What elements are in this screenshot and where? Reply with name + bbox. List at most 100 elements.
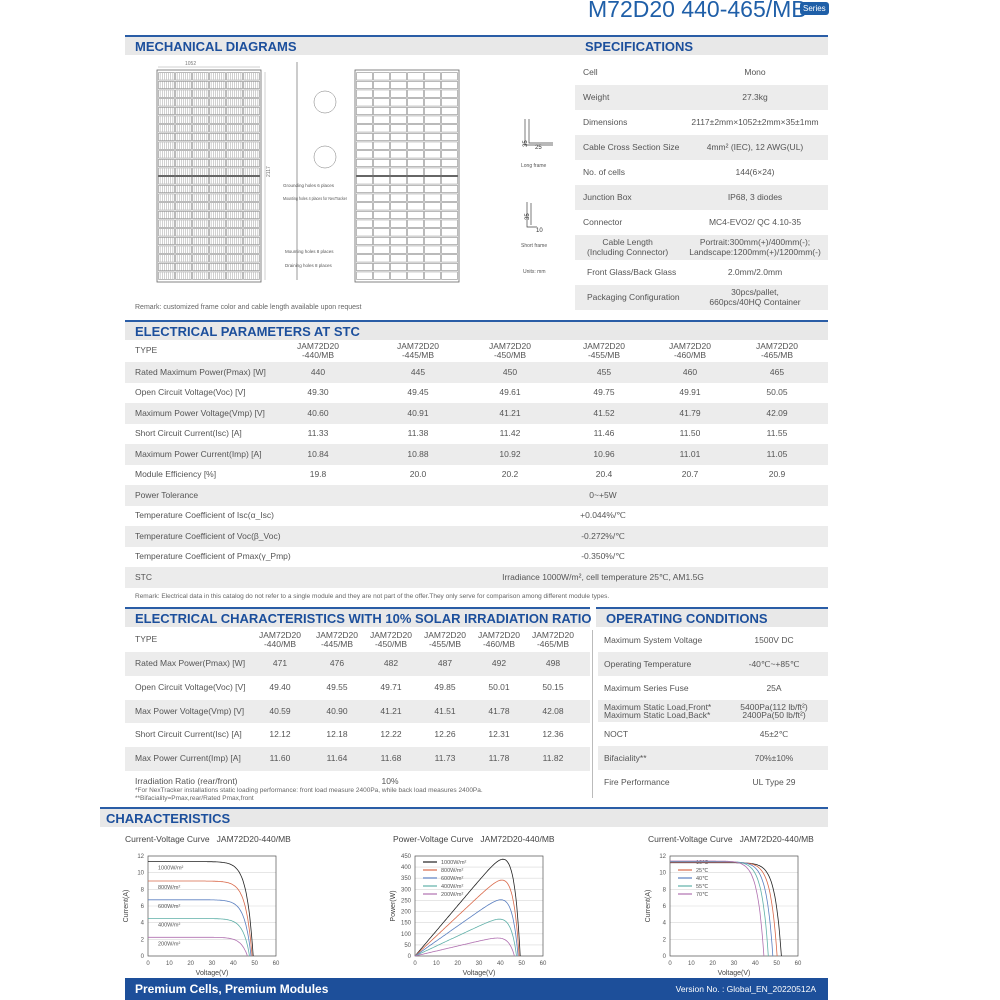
- cell: [373, 81, 390, 89]
- cell: [424, 219, 441, 228]
- cell: [373, 124, 390, 133]
- spec-row: Connector MC4-EVO2/ QC 4.10-35: [575, 210, 828, 235]
- chart-title: Current-Voltage Curve JAM72D20-440/MB: [648, 834, 814, 844]
- cell-value: 482: [383, 658, 399, 669]
- model-name: JAM72D20 -455/MB: [423, 629, 467, 649]
- row-label: Open Circuit Voltage(Voc) [V]: [135, 682, 246, 693]
- table-row: Short Circuit Current(Isc) [A] 12.12 12.18…: [125, 723, 590, 747]
- cell-value: 440: [310, 366, 326, 377]
- cell: [373, 271, 390, 280]
- operating-row: Operating Temperature -40℃~+85℃: [598, 652, 828, 676]
- cell: [390, 124, 407, 133]
- cell: [356, 263, 373, 271]
- cell: [373, 176, 390, 185]
- mechanical-diagram: 1052 2117 Grounding holes 6 places Mount…: [156, 61, 553, 283]
- cell: [390, 176, 407, 185]
- stc-header: ELECTRICAL PARAMETERS AT STC: [125, 320, 828, 340]
- table-row: Max Power Voltage(Vmp) [V] 40.59 40.90 41.2…: [125, 700, 590, 723]
- spec-row: Cable Cross Section Size 4mm² (IEC), 12 A…: [575, 135, 828, 160]
- cell: [441, 211, 458, 219]
- cell-value: 455: [596, 366, 612, 377]
- x-tick-label: 20: [709, 961, 716, 967]
- series-line: [414, 937, 515, 957]
- series-line: [414, 918, 517, 957]
- cell: [356, 72, 373, 81]
- model-name: JAM72D20 -465/MB: [755, 340, 799, 360]
- cell-value: 11.05: [766, 448, 788, 459]
- cell: [424, 263, 441, 271]
- spec-label: Dimensions: [583, 116, 628, 127]
- cell: [424, 245, 441, 254]
- legend-label: 1000W/m²: [158, 866, 184, 872]
- cell: [407, 150, 424, 159]
- model-name: JAM72D20 -440/MB: [296, 340, 340, 360]
- cell: [373, 115, 390, 124]
- series-line: [148, 880, 253, 957]
- cell-value: 11.01: [679, 448, 701, 459]
- legend-label: 40℃: [696, 876, 709, 882]
- version: Version No. : Global_EN_20220512A: [675, 984, 816, 994]
- cell: [407, 89, 424, 98]
- cell: [356, 89, 373, 98]
- cell: [407, 98, 424, 107]
- product-title: M72D20 440-465/MB: [588, 0, 807, 22]
- chart-0: 0 2 4 6 8 10 12 0 10 20 30 40 50 60 Voltage(V) Current(…: [123, 854, 280, 977]
- cell: [441, 176, 458, 185]
- cell-value: 12.36: [542, 729, 564, 740]
- x-tick-label: 20: [187, 961, 194, 967]
- legend-label: 70℃: [696, 892, 709, 898]
- cell-value: -0.272%/℃: [581, 530, 625, 541]
- cell-value: 11.42: [499, 428, 521, 439]
- mounting-nx-label: Mounting holes 4 places for NexTracker: [283, 196, 347, 201]
- plot-frame: [414, 855, 544, 957]
- cell-value: 49.85: [434, 682, 456, 693]
- cell: [373, 263, 390, 271]
- cell: [407, 237, 424, 245]
- y-tick-label: 6: [663, 904, 667, 910]
- slogan: Premium Cells, Premium Modules: [135, 982, 329, 996]
- plot-frame: [669, 855, 799, 957]
- cell: [407, 81, 424, 89]
- spec-value: Portrait:300mm(+)/400mm(-); Landscape:12…: [689, 237, 821, 257]
- operating-header: OPERATING CONDITIONS: [596, 607, 828, 627]
- cell-value: 11.60: [269, 753, 291, 764]
- mechanical-header: MECHANICAL DIAGRAMS: [125, 35, 575, 55]
- mechanical-remark: Remark: customized frame color and cable…: [135, 304, 362, 311]
- divider: [592, 630, 593, 798]
- cell: [356, 185, 373, 193]
- module-frame: [156, 69, 262, 283]
- cell: [424, 141, 441, 150]
- type-label: TYPE: [135, 634, 158, 645]
- cell: [441, 193, 458, 202]
- width-dimension: 1052: [185, 61, 196, 67]
- cell: [356, 107, 373, 115]
- cell-value: 41.52: [593, 407, 615, 418]
- cell-value: 445: [410, 366, 426, 377]
- cell: [373, 254, 390, 263]
- spec-label: Cable Cross Section Size: [583, 141, 680, 152]
- draining-label: Draining holes 8 places: [285, 263, 333, 268]
- cell-value: 498: [545, 658, 561, 669]
- table-row: Short Circuit Current(Isc) [A] 11.33 11.38…: [125, 424, 828, 445]
- spec-value: 4mm² (IEC), 12 AWG(UL): [706, 141, 804, 152]
- operating-row: Maximum Static Load,Front* Maximum Stati…: [598, 700, 828, 722]
- y-tick-label: 150: [401, 921, 412, 927]
- table-row: Temperature Coefficient of Voc(β_Voc) -0.…: [125, 526, 828, 547]
- cell: [373, 193, 390, 202]
- cell: [390, 89, 407, 98]
- table-row: Rated Maximum Power(Pmax) [W] 440 445 450 45…: [125, 362, 828, 383]
- cell: [407, 115, 424, 124]
- cell: [441, 237, 458, 245]
- cell: [356, 193, 373, 202]
- x-tick-label: 50: [518, 961, 525, 967]
- chart-2: 0 2 4 6 8 10 12 0 10 20 30 40 50 60 Voltage(V) Current(…: [645, 854, 802, 977]
- row-label: Maximum Power Voltage(Vmp) [V]: [135, 407, 265, 418]
- x-axis-label: Voltage(V): [463, 970, 496, 977]
- cell: [373, 98, 390, 107]
- cell-value: 49.91: [679, 387, 701, 398]
- table-row: Max Power Current(Imp) [A] 11.60 11.64 11.6…: [125, 747, 590, 771]
- operating-label: Bifaciality**: [604, 752, 647, 763]
- x-axis-label: Voltage(V): [196, 970, 229, 977]
- cell: [390, 193, 407, 202]
- cell: [441, 124, 458, 133]
